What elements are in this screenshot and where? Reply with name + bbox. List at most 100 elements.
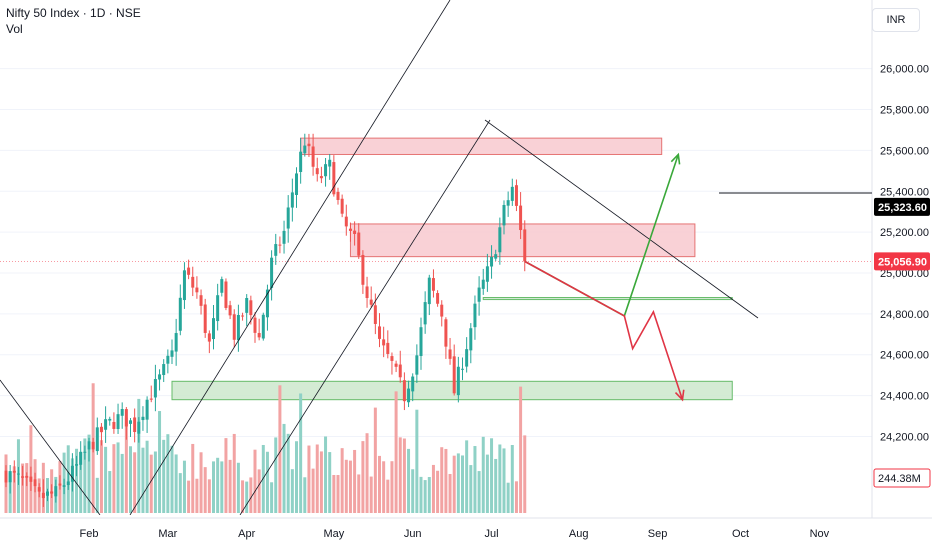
- candle-body: [241, 315, 245, 317]
- volume-bar: [224, 438, 228, 513]
- time-axis-tick-label: Sep: [648, 528, 668, 540]
- volume-bar: [116, 442, 120, 513]
- volume-bar: [216, 457, 220, 513]
- volume-bar: [295, 441, 298, 513]
- volume-bar: [170, 445, 174, 513]
- candle-body: [37, 487, 41, 492]
- candle-body: [236, 315, 240, 341]
- volume-bar: [87, 434, 91, 513]
- candle-body: [494, 254, 498, 259]
- candle-body: [253, 317, 257, 333]
- candle-body: [232, 314, 236, 340]
- price-axis-tick-label: 24,400.00: [880, 391, 929, 403]
- volume-bar: [182, 460, 186, 513]
- price-axis-tick-label: 24,800.00: [880, 309, 929, 321]
- candle-body: [158, 374, 162, 380]
- volume-bar: [431, 464, 435, 513]
- candle-body: [448, 349, 452, 359]
- candle-body: [444, 319, 448, 347]
- candle-body: [282, 230, 286, 244]
- candles: [4, 133, 527, 507]
- volume-bar: [282, 423, 286, 513]
- candle-body: [340, 198, 344, 214]
- candle-body: [203, 304, 207, 333]
- volume-bar: [141, 447, 145, 513]
- candle-body: [415, 355, 419, 375]
- candle-body: [456, 366, 460, 396]
- volume-bar: [207, 479, 211, 513]
- candle-body: [390, 356, 394, 361]
- candle-body: [369, 299, 373, 305]
- volume-bar: [274, 437, 278, 513]
- candle-body: [54, 486, 58, 497]
- time-axis-tick-label: Nov: [810, 528, 830, 540]
- candle-body: [50, 491, 54, 494]
- volume-bar: [436, 470, 440, 513]
- volume-bar: [386, 479, 390, 513]
- trendline: [239, 119, 491, 515]
- volume-bar: [336, 475, 340, 513]
- candle-body: [70, 465, 74, 482]
- candle-body: [303, 145, 307, 154]
- candle-body: [104, 419, 108, 430]
- volume-bar: [228, 459, 232, 513]
- last-price-tag-bg: [874, 252, 930, 271]
- candle-body: [394, 363, 398, 367]
- candle-body: [178, 297, 182, 331]
- candle-body: [8, 471, 12, 483]
- candle-body: [174, 333, 178, 352]
- candle-body: [41, 492, 45, 499]
- symbol-title[interactable]: Nifty 50 Index · 1D · NSE: [6, 6, 141, 20]
- volume-bar: [423, 480, 427, 513]
- candle-body: [498, 227, 502, 253]
- candle-body: [133, 417, 137, 432]
- candle-body: [108, 418, 112, 421]
- candle-body: [257, 332, 261, 338]
- volume-bar: [158, 411, 162, 513]
- time-axis-tick-label: Oct: [732, 528, 749, 540]
- candle-body: [245, 297, 249, 313]
- last-price-tag: 25,056.90: [878, 256, 927, 268]
- candle-body: [4, 470, 8, 483]
- volume-indicator-label[interactable]: Vol: [6, 22, 23, 36]
- volume-bar: [249, 477, 253, 513]
- candle-body: [315, 168, 319, 175]
- price-axis-tick-label: 25,000.00: [880, 268, 929, 280]
- candle-body: [145, 399, 149, 420]
- volume-bar: [232, 433, 236, 513]
- volume-bar: [220, 461, 224, 513]
- volume-bar: [245, 481, 249, 513]
- candle-body: [95, 427, 99, 452]
- resistance-zone: [300, 137, 663, 155]
- trendline: [0, 379, 101, 515]
- time-axis-tick-label: Jun: [404, 528, 422, 540]
- volume-bar: [340, 448, 344, 513]
- candle-body: [299, 151, 303, 172]
- volume-bar: [187, 480, 191, 513]
- volume-bar: [427, 477, 431, 513]
- candle-body: [286, 207, 290, 229]
- candle-body: [481, 279, 485, 289]
- volume-bar: [411, 469, 415, 513]
- volume-bar: [129, 446, 132, 513]
- volume-bar: [353, 449, 357, 513]
- candle-body: [212, 318, 215, 340]
- candle-body: [91, 441, 95, 450]
- volume-bar: [452, 455, 456, 513]
- volume-bar: [506, 482, 510, 513]
- candle-body: [344, 216, 348, 227]
- volume-tag: 244.38M: [878, 473, 921, 485]
- candle-body: [29, 476, 33, 482]
- candle-body: [373, 305, 377, 324]
- candle-body: [124, 409, 128, 427]
- candle-body: [187, 267, 191, 275]
- marker-price-tag-bg: [874, 197, 930, 216]
- volume-bar: [415, 409, 419, 513]
- volume-bar: [79, 451, 83, 513]
- currency-button[interactable]: INR: [872, 8, 920, 32]
- candle-body: [407, 388, 411, 403]
- candle-body: [166, 355, 170, 364]
- candle-body: [477, 287, 481, 302]
- candle-body: [162, 364, 166, 376]
